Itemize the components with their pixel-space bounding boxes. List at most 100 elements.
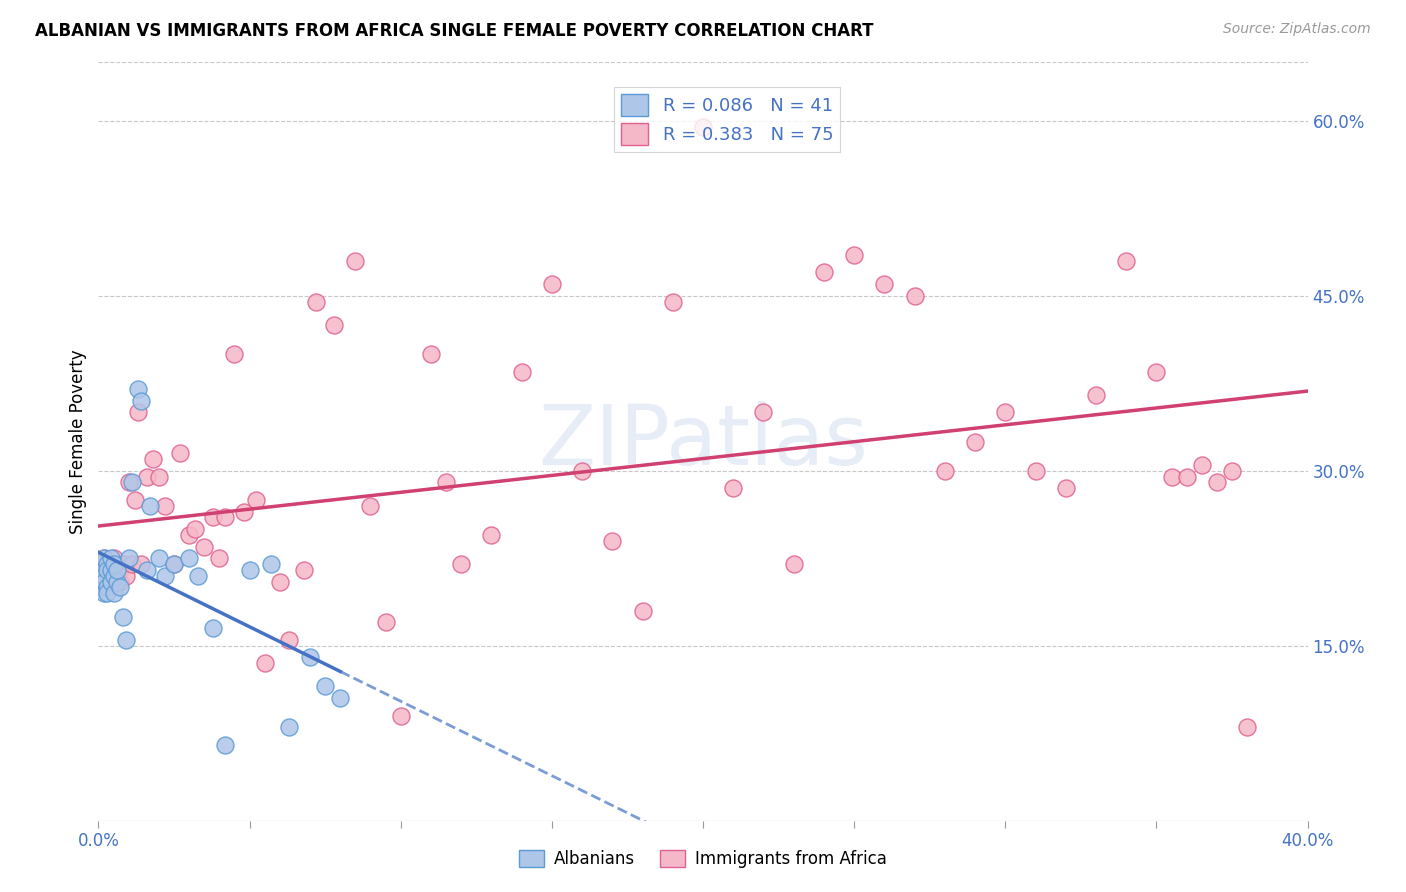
Point	[90, 580, 112, 594]
Point	[1115, 253, 1137, 268]
Point	[224, 347, 246, 361]
Point	[187, 568, 209, 582]
Point	[96, 563, 118, 577]
Point	[1220, 464, 1243, 478]
Point	[481, 528, 503, 542]
Point	[121, 557, 143, 571]
Point	[127, 405, 149, 419]
Text: ZIPatlas: ZIPatlas	[538, 401, 868, 482]
Point	[105, 574, 128, 589]
Point	[93, 563, 115, 577]
Point	[108, 574, 131, 589]
Point	[245, 492, 267, 507]
Point	[510, 365, 533, 379]
Point	[93, 551, 115, 566]
Point	[90, 557, 112, 571]
Point	[214, 510, 236, 524]
Point	[752, 405, 775, 419]
Legend: R = 0.086   N = 41, R = 0.383   N = 75: R = 0.086 N = 41, R = 0.383 N = 75	[614, 87, 841, 153]
Point	[208, 551, 231, 566]
Point	[239, 563, 262, 577]
Point	[114, 632, 136, 647]
Point	[93, 551, 115, 566]
Point	[129, 557, 152, 571]
Point	[103, 568, 125, 582]
Point	[96, 557, 118, 571]
Legend: Albanians, Immigrants from Africa: Albanians, Immigrants from Africa	[512, 843, 894, 875]
Point	[103, 563, 125, 577]
Point	[1191, 458, 1213, 472]
Point	[179, 528, 201, 542]
Point	[103, 557, 125, 571]
Point	[723, 481, 745, 495]
Y-axis label: Single Female Poverty: Single Female Poverty	[69, 350, 87, 533]
Point	[374, 615, 396, 630]
Point	[90, 557, 112, 571]
Point	[389, 708, 412, 723]
Point	[118, 551, 141, 566]
Point	[232, 504, 254, 518]
Point	[93, 586, 115, 600]
Point	[163, 557, 186, 571]
Point	[292, 563, 315, 577]
Point	[873, 277, 896, 291]
Point	[100, 574, 122, 589]
Text: ALBANIAN VS IMMIGRANTS FROM AFRICA SINGLE FEMALE POVERTY CORRELATION CHART: ALBANIAN VS IMMIGRANTS FROM AFRICA SINGL…	[35, 22, 873, 40]
Point	[844, 248, 866, 262]
Point	[100, 551, 122, 566]
Point	[108, 563, 131, 577]
Point	[631, 604, 654, 618]
Point	[783, 557, 806, 571]
Point	[571, 464, 593, 478]
Point	[100, 580, 122, 594]
Point	[193, 540, 215, 554]
Point	[100, 563, 122, 577]
Point	[434, 475, 457, 490]
Point	[305, 294, 328, 309]
Point	[277, 720, 299, 734]
Point	[260, 557, 283, 571]
Point	[450, 557, 472, 571]
Point	[1175, 469, 1198, 483]
Point	[661, 294, 683, 309]
Point	[142, 452, 165, 467]
Point	[269, 574, 291, 589]
Point	[314, 680, 336, 694]
Point	[1054, 481, 1077, 495]
Point	[163, 557, 186, 571]
Point	[1160, 469, 1182, 483]
Point	[1144, 365, 1167, 379]
Point	[179, 551, 201, 566]
Point	[135, 469, 157, 483]
Point	[139, 499, 162, 513]
Point	[96, 580, 118, 594]
Point	[602, 533, 624, 548]
Point	[184, 522, 207, 536]
Point	[360, 499, 382, 513]
Point	[93, 568, 115, 582]
Point	[1085, 388, 1108, 402]
Point	[540, 277, 562, 291]
Point	[344, 253, 367, 268]
Point	[323, 318, 346, 332]
Point	[277, 632, 299, 647]
Point	[108, 580, 131, 594]
Point	[124, 492, 146, 507]
Point	[93, 574, 115, 589]
Point	[105, 563, 128, 577]
Point	[169, 446, 191, 460]
Point	[111, 609, 134, 624]
Point	[118, 475, 141, 490]
Point	[114, 568, 136, 582]
Point	[692, 120, 714, 134]
Point	[135, 563, 157, 577]
Point	[96, 574, 118, 589]
Point	[121, 475, 143, 490]
Point	[129, 393, 152, 408]
Point	[1236, 720, 1258, 734]
Point	[813, 265, 835, 279]
Point	[934, 464, 956, 478]
Point	[105, 568, 128, 582]
Point	[904, 289, 927, 303]
Point	[253, 656, 276, 670]
